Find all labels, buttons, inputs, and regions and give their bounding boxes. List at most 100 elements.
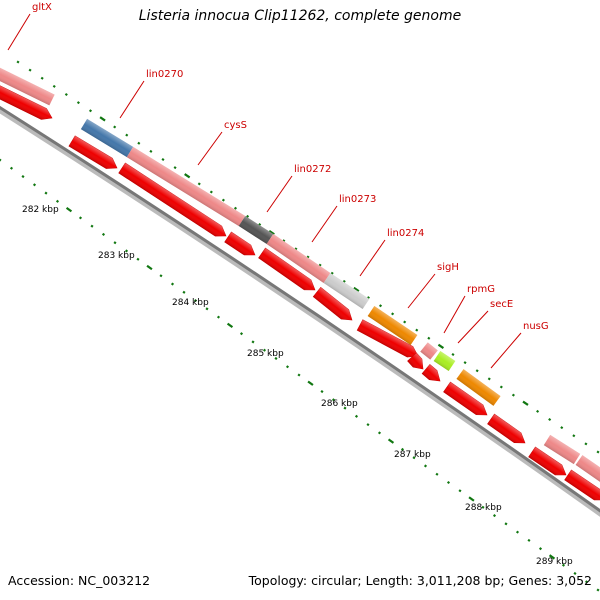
tick-dot	[124, 249, 129, 253]
feature-bar-gltx	[0, 66, 55, 106]
feature-bars	[0, 66, 600, 483]
tick-dot	[437, 343, 445, 349]
cds-arrows	[0, 84, 600, 501]
gene-label-lin0274: lin0274	[387, 228, 424, 239]
tick-dot	[560, 426, 564, 430]
cds-arrow	[407, 352, 424, 370]
tick-dot	[99, 116, 106, 122]
feature-bar-lin0272	[238, 215, 274, 245]
tick-dot	[415, 328, 419, 332]
label-leaders	[7, 13, 522, 369]
tick-dot	[146, 264, 153, 271]
feature-bar-lin0273	[266, 234, 331, 283]
scale-label: 286 kbp	[321, 399, 358, 409]
gene-label-lin0272: lin0272	[294, 164, 331, 175]
scale-label: 285 kbp	[247, 349, 284, 359]
cds-arrow	[421, 364, 441, 382]
cds-arrow	[487, 413, 526, 444]
tick-dot	[596, 588, 600, 592]
tick-dot	[88, 109, 93, 113]
tick-dot	[90, 224, 94, 228]
tick-dot	[573, 571, 577, 575]
tick-dot	[468, 496, 475, 502]
leader-lin0274	[359, 239, 386, 277]
tick-dot	[40, 76, 44, 80]
tick-dot	[499, 385, 503, 389]
tick-dot	[596, 450, 600, 454]
gene-label-lin0270: lin0270	[146, 69, 183, 80]
tick-dot	[32, 183, 37, 187]
tick-dot	[377, 431, 382, 435]
tick-dot	[184, 173, 191, 179]
tick-dot	[216, 315, 221, 319]
tick-dot	[78, 216, 83, 220]
tick-dot	[412, 456, 416, 460]
tick-dot	[297, 373, 301, 377]
map-title: Listeria innocua Clip11262, complete gen…	[138, 8, 462, 24]
feature-bar-extra	[575, 455, 600, 483]
tick-dot	[9, 166, 14, 170]
tick-dot	[101, 232, 106, 236]
tick-dot	[44, 191, 48, 195]
tick-dot	[159, 274, 163, 278]
accession-text: Accession: NC_003212	[8, 573, 151, 588]
tick-dot	[353, 286, 360, 293]
tick-dot	[548, 417, 552, 422]
tick-dot	[536, 409, 540, 413]
feature-bar-lin0274	[323, 273, 370, 309]
scale-label: 284 kbp	[172, 298, 209, 308]
tick-dot	[515, 530, 520, 534]
tick-dot	[548, 554, 556, 560]
leader-gltx	[7, 13, 31, 51]
leader-lin0270	[119, 80, 145, 119]
feature-bar-sigh	[367, 306, 418, 345]
scale-labels: 282 kbp 283 kbp 284 kbp 285 kbp 286 kbp 287 k…	[22, 205, 573, 567]
tick-dot	[137, 141, 141, 145]
scale-label: 288 kbp	[465, 503, 502, 513]
cds-arrow	[224, 231, 256, 256]
tick-dot	[400, 447, 405, 451]
tick-dot	[0, 158, 2, 162]
gene-label-nusg: nusG	[523, 321, 549, 332]
tick-dot	[285, 365, 290, 369]
tick-dot	[113, 125, 117, 129]
leader-lin0273	[311, 205, 338, 243]
backbone-shadow	[0, 107, 600, 517]
genome-summary-text: Topology: circular; Length: 3,011,208 bp…	[248, 573, 592, 588]
tick-dot	[320, 390, 324, 394]
tick-dot	[403, 320, 407, 324]
tick-dot	[173, 166, 177, 170]
gene-label-gltx: gltX	[32, 2, 52, 13]
tick-dot	[451, 352, 455, 357]
tick-dot	[76, 101, 80, 105]
feature-bar-rpmg	[420, 342, 438, 360]
gene-label-lin0273: lin0273	[339, 194, 376, 205]
tick-dot	[221, 198, 225, 202]
leader-rpmg	[443, 295, 466, 334]
cds-arrow	[118, 162, 227, 237]
tick-dot	[52, 84, 56, 88]
tick-dot	[366, 423, 370, 427]
tick-dot	[193, 299, 198, 303]
tick-dot	[182, 290, 186, 294]
tick-dot	[492, 514, 497, 518]
tick-dot	[584, 580, 589, 584]
cds-arrow	[258, 247, 316, 291]
cds-arrow	[312, 286, 353, 321]
feature-bar-extra	[543, 434, 581, 465]
tick-dot	[391, 312, 395, 316]
gene-label-cyss: cysS	[224, 120, 247, 131]
tick-dots	[0, 60, 600, 592]
tick-dot	[487, 377, 491, 381]
tick-dot	[354, 414, 359, 418]
feature-bar-lin0270	[80, 118, 134, 158]
tick-dot	[233, 206, 238, 210]
tick-dot	[21, 175, 25, 179]
tick-dot	[446, 480, 451, 485]
tick-dot	[205, 307, 209, 311]
scale-label: 287 kbp	[394, 450, 431, 460]
tick-dot	[307, 380, 314, 386]
scale-label: 289 kbp	[536, 557, 573, 567]
leader-lin0272	[266, 175, 293, 213]
cds-arrow	[528, 446, 567, 476]
